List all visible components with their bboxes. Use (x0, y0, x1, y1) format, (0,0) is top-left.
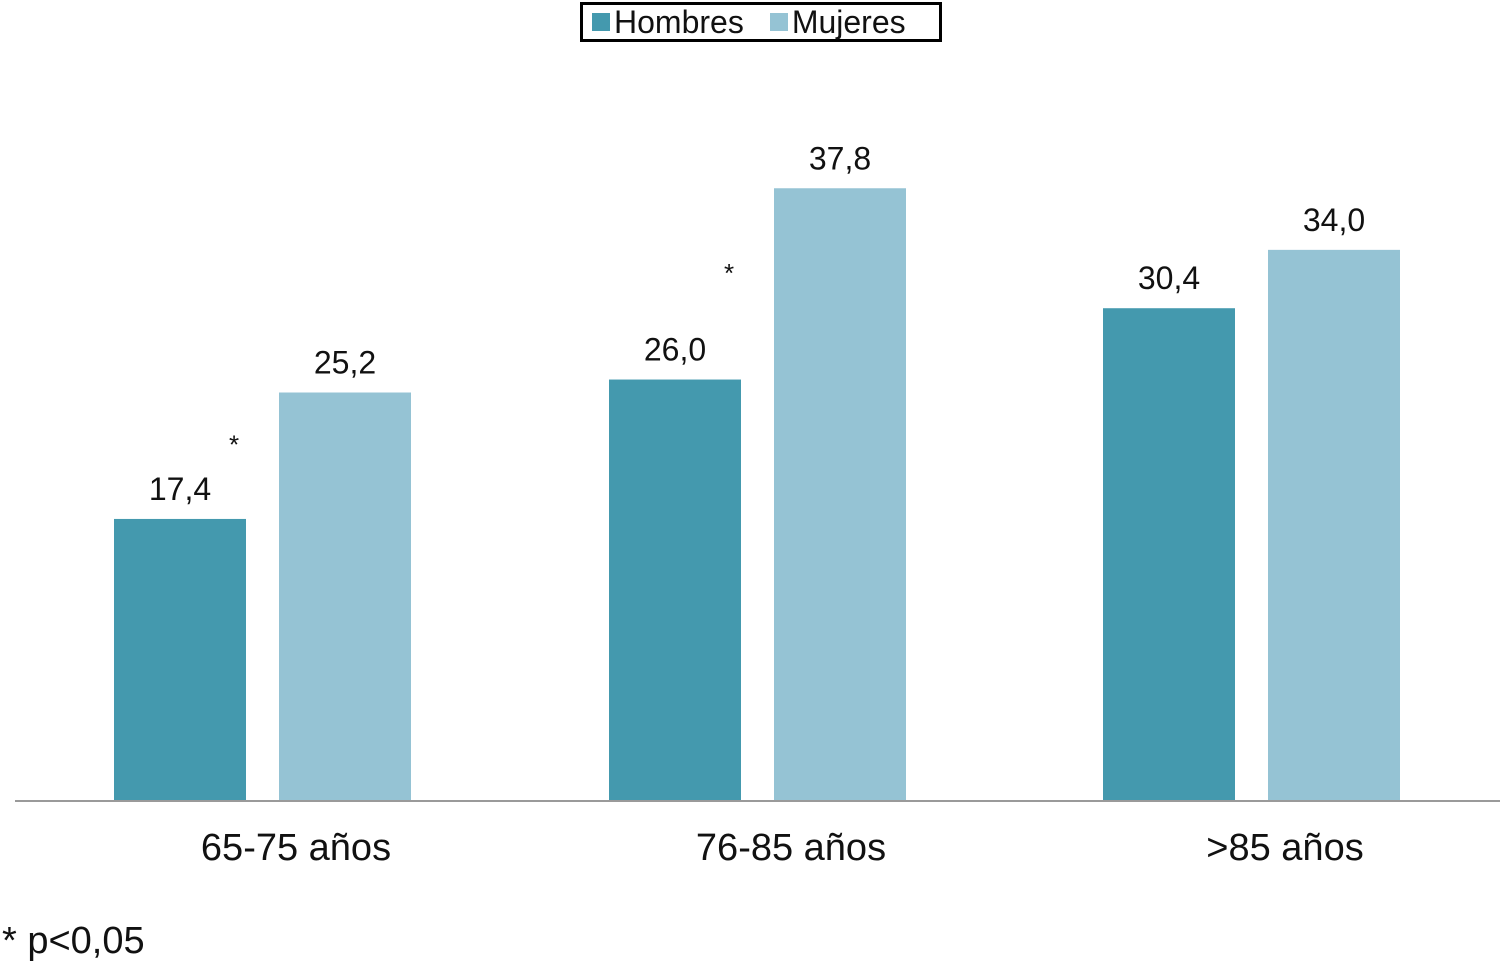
data-label-hombres-65-75-a-os: 17,4 (149, 471, 211, 507)
significance-mark-76-85-a-os: * (724, 258, 734, 288)
significance-footnote: * p<0,05 (2, 920, 145, 962)
legend-swatch-mujeres (769, 13, 788, 31)
bar-mujeres-85-a-os (1268, 249, 1400, 802)
legend-item-hombres: Hombres (592, 5, 744, 39)
significance-mark-65-75-a-os: * (229, 430, 239, 460)
bar-hombres-85-a-os (1103, 308, 1235, 801)
data-label-mujeres-76-85-a-os: 37,8 (809, 140, 871, 176)
data-label-mujeres-85-a-os: 34,0 (1303, 202, 1365, 238)
bar-mujeres-76-85-a-os (774, 188, 906, 802)
x-tick-label-85-a-os: >85 años (1206, 827, 1363, 869)
legend-swatch-hombres (592, 13, 610, 31)
data-label-hombres-76-85-a-os: 26,0 (644, 332, 706, 368)
legend-label-hombres: Hombres (614, 4, 744, 40)
legend-label-mujeres: Mujeres (791, 4, 906, 40)
data-label-hombres-85-a-os: 30,4 (1138, 260, 1200, 296)
data-label-mujeres-65-75-a-os: 25,2 (314, 345, 376, 381)
bar-hombres-65-75-a-os (114, 518, 246, 801)
chart-legend: Hombres Mujeres (580, 2, 942, 42)
x-tick-label-76-85-a-os: 76-85 años (696, 827, 886, 869)
bar-hombres-76-85-a-os (609, 379, 741, 801)
x-tick-label-65-75-a-os: 65-75 años (201, 827, 391, 869)
bar-mujeres-65-75-a-os (279, 392, 411, 801)
legend-item-mujeres: Mujeres (769, 4, 906, 40)
